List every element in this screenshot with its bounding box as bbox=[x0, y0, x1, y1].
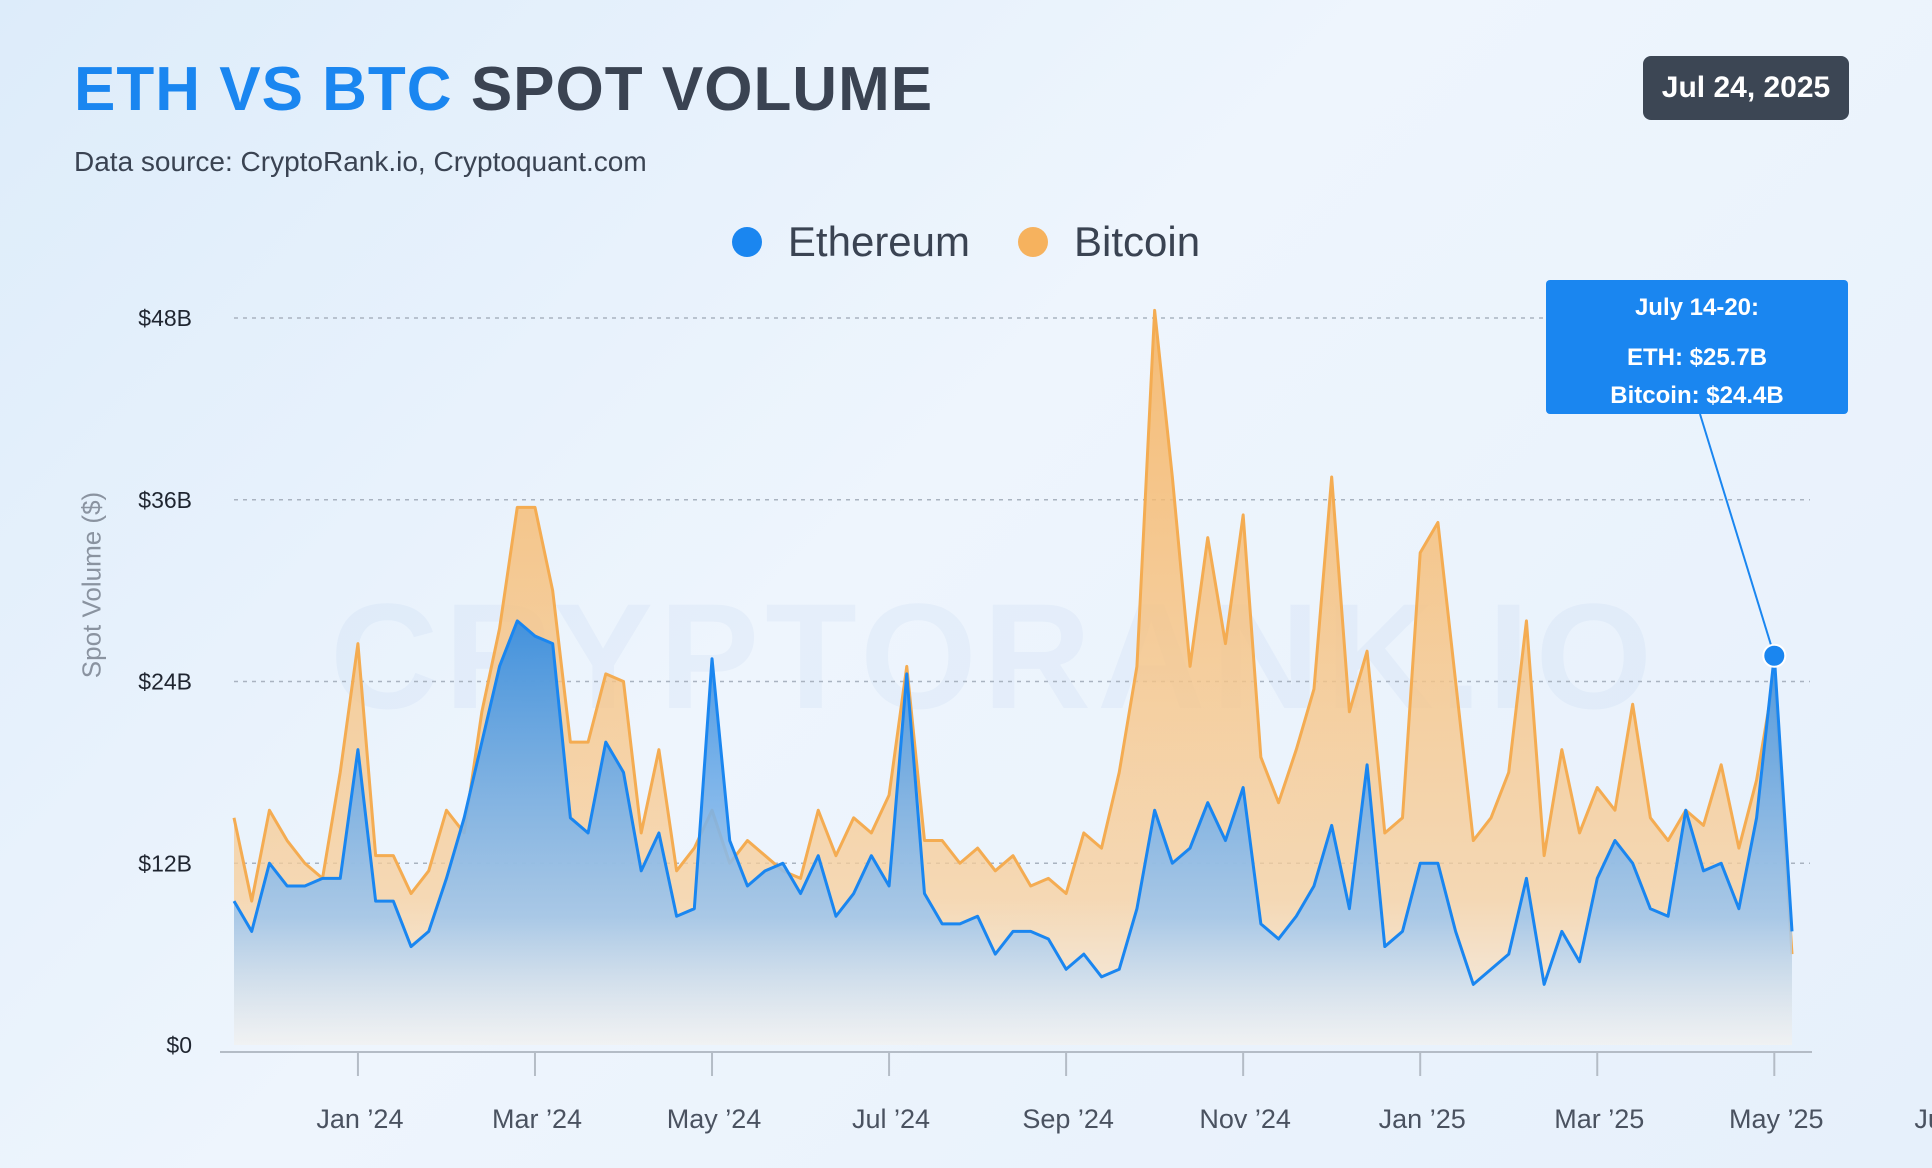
ethereum-line bbox=[232, 619, 1794, 986]
x-tick-label: Jul ’25 bbox=[1914, 1104, 1932, 1134]
x-tick-label: Mar ’25 bbox=[1554, 1104, 1644, 1134]
ethereum-dot-icon bbox=[731, 227, 762, 257]
bitcoin-dot-icon bbox=[1018, 227, 1049, 257]
chart-title: ETH VS BTC SPOT VOLUME bbox=[74, 54, 933, 125]
annotation bbox=[1699, 413, 1787, 668]
legend-item-bitcoin[interactable]: Bitcoin bbox=[1018, 218, 1200, 266]
x-tick-label: Sep ’24 bbox=[1022, 1104, 1114, 1134]
legend-item-ethereum[interactable]: Ethereum bbox=[731, 218, 971, 266]
y-tick-label: $12B bbox=[138, 850, 192, 876]
x-axis: Jan ’24 Mar ’24 May ’24 Jul ’24 Sep ’24 Nov ’… bbox=[220, 1051, 1932, 1134]
x-tick-label: Jul ’24 bbox=[852, 1104, 930, 1134]
x-tick-label: Nov ’24 bbox=[1199, 1104, 1291, 1134]
area-series bbox=[232, 308, 1794, 1045]
x-tick-label: Mar ’24 bbox=[492, 1104, 582, 1134]
tooltip: July 14-20: ETH: $25.7B Bitcoin: $24.4B bbox=[1546, 280, 1848, 414]
legend-label-bitcoin: Bitcoin bbox=[1074, 218, 1201, 265]
bitcoin-line bbox=[232, 308, 1794, 955]
title-rest: SPOT VOLUME bbox=[470, 55, 934, 124]
ethereum-area bbox=[234, 620, 1792, 1045]
legend-label-ethereum: Ethereum bbox=[787, 218, 971, 265]
annotation-leader-line bbox=[1699, 413, 1776, 657]
tooltip-btc: Bitcoin: $24.4B bbox=[1610, 382, 1784, 409]
x-tick-label: May ’24 bbox=[667, 1104, 762, 1134]
x-tick-label: Jan ’24 bbox=[316, 1104, 403, 1134]
x-tick-label: May ’25 bbox=[1729, 1104, 1824, 1134]
y-tick-label: $0 bbox=[166, 1032, 192, 1058]
y-tick-label: $48B bbox=[138, 305, 192, 331]
tooltip-period: July 14-20: bbox=[1634, 294, 1760, 321]
title-highlight: ETH VS BTC bbox=[74, 55, 453, 124]
y-tick-label: $24B bbox=[138, 669, 192, 695]
y-tick-label: $36B bbox=[138, 487, 192, 513]
date-badge: Jul 24, 2025 bbox=[1643, 56, 1849, 120]
x-tick-label: Jan ’25 bbox=[1379, 1104, 1466, 1134]
y-tick-labels: $0 $12B $24B $36B $48B bbox=[138, 305, 192, 1058]
tooltip-eth: ETH: $25.7B bbox=[1626, 344, 1768, 371]
data-source: Data source: CryptoRank.io, Cryptoquant.… bbox=[74, 146, 647, 177]
annotation-point bbox=[1762, 643, 1787, 668]
legend: Ethereum Bitcoin bbox=[0, 218, 1932, 266]
